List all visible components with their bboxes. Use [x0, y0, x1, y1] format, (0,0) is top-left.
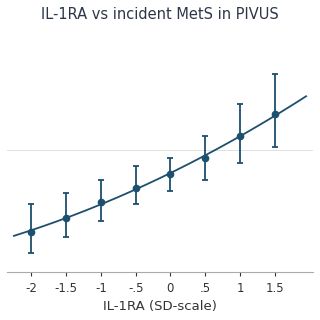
X-axis label: IL-1RA (SD-scale): IL-1RA (SD-scale): [103, 300, 217, 313]
Title: IL-1RA vs incident MetS in PIVUS: IL-1RA vs incident MetS in PIVUS: [41, 7, 279, 22]
